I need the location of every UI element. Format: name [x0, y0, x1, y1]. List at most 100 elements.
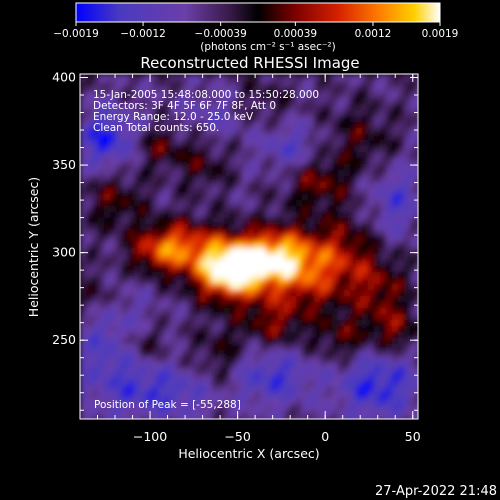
heatmap-cell	[104, 176, 111, 183]
heatmap-cell	[278, 338, 285, 345]
x-tick-label: 0	[321, 429, 329, 444]
heatmap-cell	[368, 122, 375, 129]
heatmap-cell	[410, 176, 417, 183]
heatmap-cell	[296, 104, 303, 111]
heatmap-cell	[152, 140, 159, 147]
heatmap-cell	[278, 266, 285, 273]
heatmap-cell	[92, 200, 99, 207]
heatmap-cell	[326, 182, 333, 189]
heatmap-cell	[128, 224, 135, 231]
heatmap-cell	[266, 278, 273, 285]
heatmap-cell	[338, 314, 345, 321]
heatmap-cell	[176, 176, 183, 183]
heatmap-cell	[320, 182, 327, 189]
heatmap-cell	[392, 116, 399, 123]
heatmap-cell	[242, 398, 249, 405]
y-tick-label: 350	[52, 157, 76, 172]
heatmap-cell	[206, 350, 213, 357]
heatmap-cell	[386, 296, 393, 303]
heatmap-cell	[296, 122, 303, 129]
heatmap-cell	[410, 242, 417, 249]
heatmap-cell	[164, 398, 171, 405]
heatmap-cell	[254, 182, 261, 189]
heatmap-cell	[86, 362, 93, 369]
heatmap-cell	[230, 200, 237, 207]
heatmap-cell	[194, 248, 201, 255]
heatmap-cell	[254, 368, 261, 375]
heatmap-cell	[182, 116, 189, 123]
heatmap-cell	[404, 398, 411, 405]
heatmap-cell	[80, 188, 87, 195]
heatmap-cell	[266, 200, 273, 207]
heatmap-cell	[170, 242, 177, 249]
heatmap-cell	[368, 242, 375, 249]
heatmap-cell	[206, 128, 213, 135]
heatmap-cell	[338, 212, 345, 219]
heatmap-cell	[278, 158, 285, 165]
heatmap-cell	[110, 92, 117, 99]
heatmap-cell	[182, 236, 189, 243]
heatmap-cell	[302, 80, 309, 87]
heatmap-cell	[236, 272, 243, 279]
heatmap-cell	[122, 242, 129, 249]
heatmap-cell	[188, 182, 195, 189]
heatmap-cell	[116, 134, 123, 141]
heatmap-cell	[278, 86, 285, 93]
heatmap-cell	[170, 182, 177, 189]
heatmap-cell	[380, 164, 387, 171]
heatmap-cell	[380, 320, 387, 327]
heatmap-cell	[218, 410, 225, 417]
heatmap-cell	[254, 386, 261, 393]
heatmap-cell	[104, 392, 111, 399]
heatmap-cell	[206, 236, 213, 243]
heatmap-cell	[236, 146, 243, 153]
heatmap-cell	[140, 236, 147, 243]
heatmap-cell	[236, 344, 243, 351]
heatmap-cell	[278, 74, 285, 81]
heatmap-cell	[194, 416, 201, 419]
heatmap-cell	[122, 416, 129, 419]
heatmap-cell	[386, 362, 393, 369]
heatmap-cell	[104, 278, 111, 285]
heatmap-cell	[98, 410, 105, 417]
heatmap-cell	[176, 242, 183, 249]
heatmap-cell	[236, 410, 243, 417]
heatmap-cell	[368, 356, 375, 363]
heatmap-cell	[158, 254, 165, 261]
heatmap-cell	[242, 266, 249, 273]
heatmap-cell	[398, 164, 405, 171]
heatmap-cell	[158, 308, 165, 315]
heatmap-cell	[92, 308, 99, 315]
heatmap-cell	[380, 218, 387, 225]
heatmap-cell	[236, 338, 243, 345]
heatmap-cell	[344, 224, 351, 231]
heatmap-cell	[194, 194, 201, 201]
heatmap-cell	[398, 392, 405, 399]
heatmap-cell	[320, 302, 327, 309]
heatmap-cell	[170, 386, 177, 393]
heatmap-cell	[326, 410, 333, 417]
heatmap-cell	[308, 116, 315, 123]
heatmap-cell	[326, 398, 333, 405]
heatmap-cell	[404, 416, 411, 419]
heatmap-cell	[260, 122, 267, 129]
heatmap-cell	[152, 230, 159, 237]
heatmap-cell	[110, 404, 117, 411]
heatmap-cell	[92, 128, 99, 135]
heatmap-cell	[314, 218, 321, 225]
heatmap-cell	[116, 146, 123, 153]
heatmap-cell	[278, 368, 285, 375]
x-tick-label: −50	[224, 429, 250, 444]
heatmap-cell	[296, 278, 303, 285]
heatmap-cell	[260, 374, 267, 381]
heatmap-cell	[308, 308, 315, 315]
heatmap-cell	[392, 338, 399, 345]
heatmap-cell	[80, 80, 87, 87]
heatmap-cell	[158, 290, 165, 297]
heatmap-cell	[380, 134, 387, 141]
heatmap-cell	[182, 206, 189, 213]
heatmap-cell	[374, 176, 381, 183]
heatmap-cell	[296, 74, 303, 81]
heatmap-cell	[176, 392, 183, 399]
heatmap-cell	[314, 80, 321, 87]
